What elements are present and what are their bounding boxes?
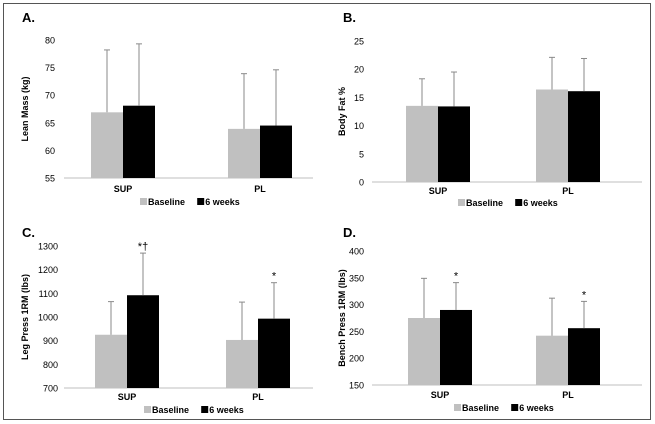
significance-marker: * — [272, 271, 277, 283]
x-tick-label: PL — [252, 392, 264, 402]
y-tick-label: 70 — [45, 91, 55, 101]
chart-panel-1: A. Lean Mass (kg) 55 60 65 70 75 80 SUP PL Baselin… — [20, 10, 313, 207]
chart-panel-2: B. Body Fat % 0 5 10 15 20 25 SUP PL Baseline 6 wee… — [337, 10, 642, 208]
legend-swatch — [454, 404, 461, 411]
bar — [408, 318, 440, 385]
legend-swatch — [515, 199, 523, 206]
x-tick-label: SUP — [114, 184, 133, 194]
legend-label: Baseline — [462, 403, 499, 413]
x-tick-label: PL — [254, 184, 266, 194]
legend-label: 6 weeks — [519, 403, 554, 413]
significance-marker: * — [454, 271, 459, 283]
y-tick-label: 20 — [354, 65, 364, 75]
y-tick-label: 15 — [354, 93, 364, 103]
y-axis-label: Body Fat % — [337, 87, 347, 136]
y-tick-label: 1000 — [38, 313, 58, 323]
y-tick-label: 200 — [349, 354, 364, 364]
y-tick-label: 1100 — [39, 289, 58, 299]
y-tick-label: 25 — [354, 37, 364, 47]
y-tick-label: 150 — [349, 381, 364, 391]
chart-panel-4: D. Bench Press 1RM (lbs) 150 200 250 300 350 40… — [337, 225, 642, 413]
bar — [536, 335, 568, 385]
legend-label: Baseline — [148, 197, 185, 207]
legend-label: 6 weeks — [209, 405, 244, 415]
y-tick-label: 900 — [43, 336, 58, 346]
panel-label: B. — [343, 10, 356, 25]
y-tick-label: 700 — [43, 384, 58, 394]
y-tick-label: 350 — [349, 273, 364, 283]
legend-swatch — [140, 198, 147, 205]
panel-label: A. — [22, 10, 35, 25]
bar — [91, 112, 123, 178]
y-tick-label: 10 — [354, 121, 364, 131]
legend-swatch — [458, 199, 465, 206]
legend-swatch — [511, 404, 519, 411]
bar — [406, 105, 438, 182]
y-tick-label: 0 — [359, 178, 364, 188]
y-tick-label: 65 — [45, 118, 55, 128]
legend-label: Baseline — [466, 198, 503, 208]
y-tick-label: 300 — [349, 300, 364, 310]
legend-label: 6 weeks — [205, 197, 240, 207]
bar — [228, 128, 260, 178]
y-tick-label: 800 — [43, 360, 58, 370]
y-tick-label: 1200 — [38, 265, 58, 275]
chart-panel-3: C. Leg Press 1RM (lbs) 700 800 900 1000 1100 12… — [20, 225, 313, 415]
bar — [127, 295, 159, 388]
y-tick-label: 55 — [45, 174, 55, 184]
bar — [226, 339, 258, 388]
legend-swatch — [144, 406, 151, 413]
legend-swatch — [197, 198, 205, 205]
y-tick-label: 5 — [359, 149, 364, 159]
bar — [568, 91, 600, 182]
significance-marker: *† — [138, 241, 148, 253]
y-tick-label: 400 — [349, 247, 364, 257]
y-tick-label: 60 — [45, 146, 55, 156]
bar — [95, 334, 127, 388]
y-axis-label: Leg Press 1RM (lbs) — [20, 274, 30, 360]
bar — [536, 89, 568, 182]
x-tick-label: SUP — [429, 186, 448, 196]
bar — [260, 125, 292, 178]
y-axis-label: Lean Mass (kg) — [20, 76, 30, 141]
bar — [123, 105, 155, 178]
bar — [568, 328, 600, 385]
x-tick-label: PL — [562, 390, 574, 400]
bar — [258, 318, 290, 388]
legend-swatch — [201, 406, 209, 413]
bar — [438, 106, 470, 182]
legend-label: 6 weeks — [523, 198, 558, 208]
y-tick-label: 1300 — [38, 242, 58, 252]
y-tick-label: 75 — [45, 63, 55, 73]
x-tick-label: SUP — [118, 392, 137, 402]
panel-label: D. — [343, 225, 356, 240]
x-tick-label: SUP — [431, 390, 450, 400]
y-tick-label: 250 — [349, 327, 364, 337]
x-tick-label: PL — [562, 186, 574, 196]
panel-label: C. — [22, 225, 35, 240]
legend-label: Baseline — [152, 405, 189, 415]
bar — [440, 309, 472, 385]
significance-marker: * — [582, 289, 587, 301]
y-axis-label: Bench Press 1RM (lbs) — [337, 269, 347, 367]
y-tick-label: 80 — [45, 36, 55, 46]
